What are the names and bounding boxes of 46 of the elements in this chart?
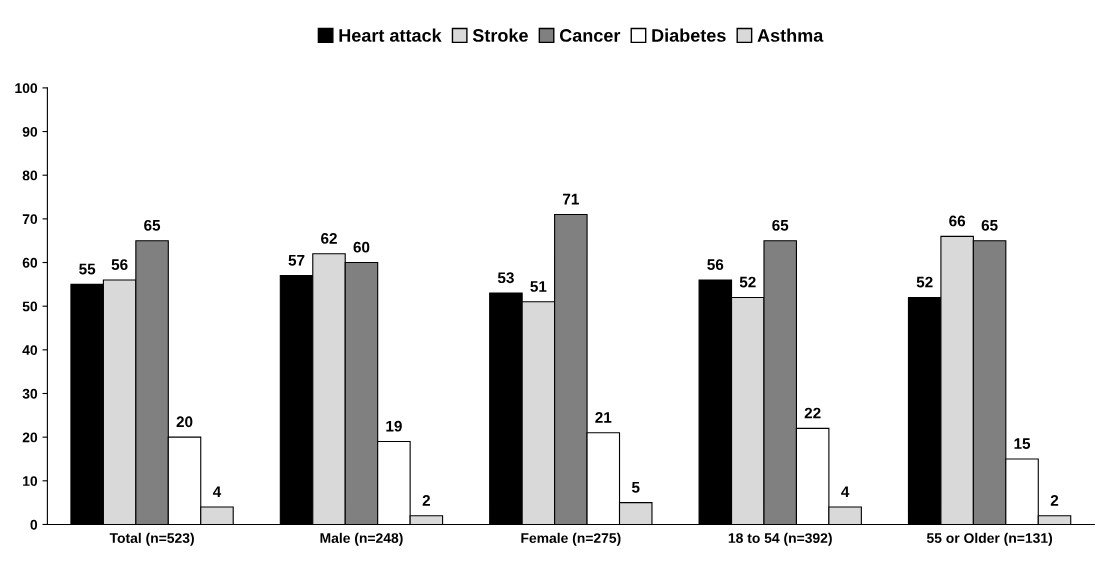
x-tick-label: 55 or Older (n=131) xyxy=(926,532,1053,546)
data-label: 21 xyxy=(595,412,612,423)
data-label: 53 xyxy=(497,272,514,284)
data-label: 65 xyxy=(772,219,789,231)
data-label: 60 xyxy=(353,241,370,253)
data-label: 65 xyxy=(144,219,161,231)
data-label: 55 xyxy=(79,263,96,275)
legend-label: Heart attack xyxy=(339,28,442,42)
legend-label: Cancer xyxy=(559,29,621,42)
y-tick-label: 30 xyxy=(22,388,38,399)
data-label: 56 xyxy=(707,259,724,271)
data-label: 51 xyxy=(530,281,547,292)
data-label: 19 xyxy=(386,420,402,432)
data-label: 5 xyxy=(631,482,640,493)
data-label: 4 xyxy=(212,486,222,497)
data-label: 57 xyxy=(288,254,305,266)
y-tick-label: 70 xyxy=(22,214,38,225)
y-tick-label: 100 xyxy=(15,83,38,94)
y-tick-label: 10 xyxy=(23,476,38,486)
y-tick-label: 40 xyxy=(22,345,38,356)
y-tick-label: 0 xyxy=(30,519,38,530)
y-tick-label: 20 xyxy=(22,432,38,443)
data-label: 66 xyxy=(949,215,966,227)
data-label: 62 xyxy=(321,233,337,244)
y-tick-label: 80 xyxy=(22,170,38,181)
data-label: 20 xyxy=(176,416,193,428)
y-tick-label: 50 xyxy=(22,301,38,312)
data-label: 56 xyxy=(111,259,128,271)
data-label: 4 xyxy=(841,486,850,497)
y-tick-label: 60 xyxy=(22,257,38,268)
data-label: 71 xyxy=(563,193,579,205)
data-label: 65 xyxy=(981,219,998,231)
x-tick-label: Male (n=248) xyxy=(320,532,403,546)
x-tick-label: Total (n=523) xyxy=(109,532,194,546)
data-label: 22 xyxy=(804,407,821,419)
y-tick-label: 90 xyxy=(22,126,38,137)
data-label: 15 xyxy=(1014,438,1031,450)
x-tick-label: 18 to 54 (n=392) xyxy=(728,532,832,546)
data-label: 52 xyxy=(916,276,933,288)
data-label: 2 xyxy=(1050,494,1059,506)
data-label: 2 xyxy=(422,494,430,506)
legend-label: Asthma xyxy=(757,28,824,42)
x-tick-label: Female (n=275) xyxy=(521,532,621,546)
legend-label: Stroke xyxy=(472,28,528,42)
legend-label: Diabetes xyxy=(652,28,726,42)
data-label: 52 xyxy=(739,276,756,288)
